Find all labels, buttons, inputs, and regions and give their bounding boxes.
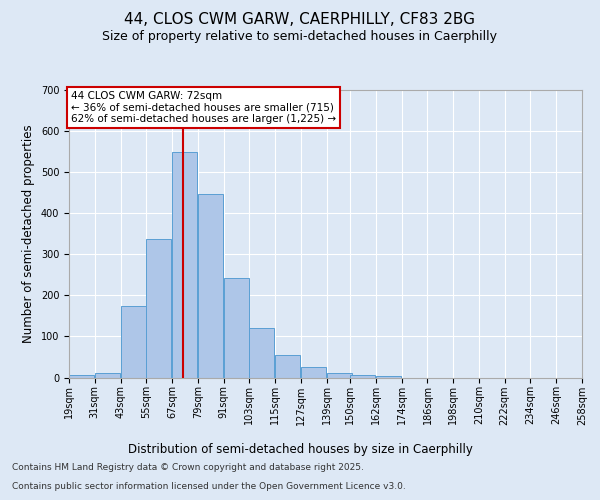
Text: Size of property relative to semi-detached houses in Caerphilly: Size of property relative to semi-detach… [103,30,497,43]
Bar [250,328,274,378]
Bar [275,355,300,378]
Text: Distribution of semi-detached houses by size in Caerphilly: Distribution of semi-detached houses by … [128,442,472,456]
Bar [172,152,197,378]
Text: Contains HM Land Registry data © Crown copyright and database right 2025.: Contains HM Land Registry data © Crown c… [12,464,364,472]
Bar [69,376,94,378]
Text: 44, CLOS CWM GARW, CAERPHILLY, CF83 2BG: 44, CLOS CWM GARW, CAERPHILLY, CF83 2BG [125,12,476,28]
Text: 44 CLOS CWM GARW: 72sqm
← 36% of semi-detached houses are smaller (715)
62% of s: 44 CLOS CWM GARW: 72sqm ← 36% of semi-de… [71,91,336,124]
Bar [376,376,401,378]
Text: Contains public sector information licensed under the Open Government Licence v3: Contains public sector information licen… [12,482,406,491]
Bar [350,374,375,378]
Bar [95,372,120,378]
Bar [326,374,352,378]
Bar [198,194,223,378]
Y-axis label: Number of semi-detached properties: Number of semi-detached properties [22,124,35,343]
Bar [121,306,146,378]
Bar [224,278,248,378]
Bar [146,238,172,378]
Bar [301,367,326,378]
